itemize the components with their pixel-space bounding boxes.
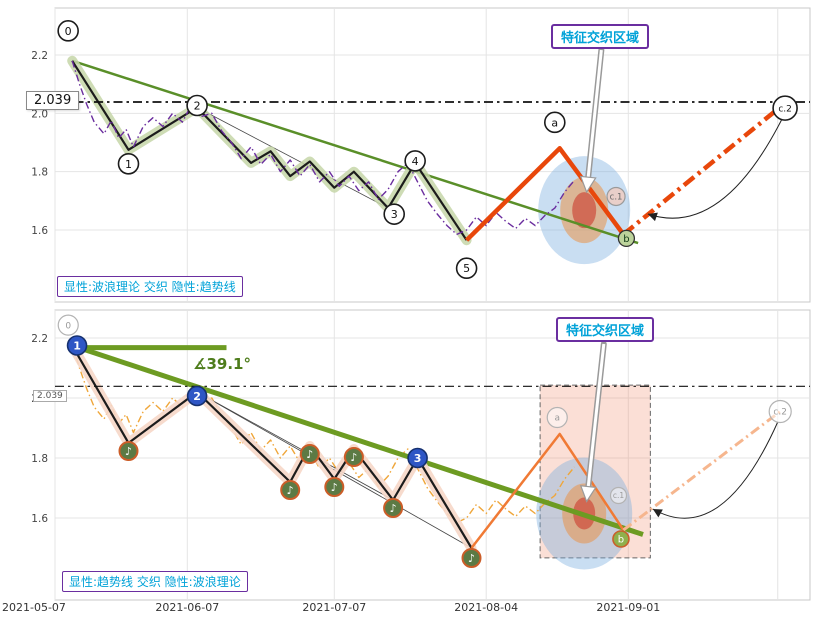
y-tick-label: 2.0 xyxy=(31,108,48,120)
marker-1 xyxy=(117,153,140,175)
marker-3 xyxy=(383,203,406,225)
marker-3 xyxy=(407,447,428,469)
marker-0 xyxy=(57,314,79,336)
marker-0 xyxy=(57,20,79,42)
marker-c.1 xyxy=(606,186,626,207)
marker-c.2 xyxy=(768,399,792,424)
marker-label: a xyxy=(551,116,558,129)
y-tick-label: 1.6 xyxy=(31,513,48,525)
feature-zone-label-top: 特征交织区域 xyxy=(551,24,650,49)
arrowhead xyxy=(647,212,658,222)
marker-label: 4 xyxy=(412,155,419,168)
x-tick-label: 2021-05-07 xyxy=(2,601,66,614)
marker-a xyxy=(546,406,568,429)
marker-c.1 xyxy=(609,486,628,505)
marker-♪ xyxy=(461,548,482,568)
marker-label: ♪ xyxy=(331,481,338,494)
sub-wave-line-1 xyxy=(196,391,394,501)
trendline-main xyxy=(71,343,644,537)
x-tick-label: 2021-09-01 xyxy=(596,601,660,614)
panel-legend-top: 显性:波浪理论 交织 隐性:趋势线 xyxy=(57,276,243,297)
pointer-curve xyxy=(647,117,784,219)
marker-label: a xyxy=(554,414,560,424)
marker-2 xyxy=(186,385,208,407)
arrowhead xyxy=(579,175,597,194)
marker-♪ xyxy=(383,498,404,518)
y-tick-label: 1.6 xyxy=(31,225,48,237)
marker-4 xyxy=(404,150,426,172)
zone-arrow xyxy=(586,343,606,489)
x-tick-label: 2021-07-07 xyxy=(302,601,366,614)
y-tick-label: 1.8 xyxy=(31,167,48,179)
y-tick-label: 1.8 xyxy=(31,453,48,465)
marker-label: ♪ xyxy=(468,552,475,565)
marker-label: c.1 xyxy=(610,193,623,203)
price-level-label-bottom: 2.039 xyxy=(33,390,67,402)
marker-label: ♪ xyxy=(390,502,397,515)
zone-arrow xyxy=(586,49,603,180)
c-projection xyxy=(622,410,782,532)
marker-label: 1 xyxy=(125,158,132,171)
abc-impulse xyxy=(465,146,626,242)
marker-label: 0 xyxy=(65,321,71,331)
abc-impulse xyxy=(470,432,625,549)
price-level-label-top: 2.039 xyxy=(26,91,80,110)
marker-label: ♪ xyxy=(350,451,357,464)
marker-c.2 xyxy=(772,95,798,121)
wave-path xyxy=(71,60,468,241)
pointer-curve xyxy=(652,421,779,519)
marker-label: ♪ xyxy=(306,448,313,461)
panel-legend-bottom: 显性:趋势线 交织 隐性:波浪理论 xyxy=(62,571,248,592)
marker-label: 2 xyxy=(193,390,201,403)
marker-♪ xyxy=(324,477,345,497)
price-dashdot xyxy=(71,60,575,236)
arrowhead xyxy=(652,509,663,518)
marker-label: ♪ xyxy=(287,484,294,497)
marker-label: 5 xyxy=(463,262,470,275)
marker-label: 1 xyxy=(73,339,81,352)
marker-5 xyxy=(455,257,478,280)
trendline-angle-label: ∡39.1° xyxy=(193,355,251,373)
sub-wave-line xyxy=(196,107,389,209)
y-tick-label: 2.2 xyxy=(31,50,48,62)
y-tick-label: 2.2 xyxy=(31,333,48,345)
marker-label: b xyxy=(618,535,624,546)
marker-label: 2 xyxy=(194,99,201,112)
marker-label: 3 xyxy=(414,452,422,465)
marker-♪ xyxy=(343,447,364,467)
c-projection xyxy=(621,101,787,237)
marker-2 xyxy=(186,94,208,117)
x-tick-label: 2021-06-07 xyxy=(155,601,219,614)
marker-♪ xyxy=(280,480,301,500)
panel-border xyxy=(54,309,811,601)
arrowhead xyxy=(579,485,597,503)
marker-♪ xyxy=(118,441,139,461)
x-tick-label: 2021-08-04 xyxy=(454,601,518,614)
feature-zone-label-bottom: 特征交织区域 xyxy=(556,317,655,342)
marker-label: c.2 xyxy=(778,104,792,114)
marker-label: ♪ xyxy=(125,445,132,458)
marker-label: c.1 xyxy=(613,491,625,500)
marker-label: b xyxy=(623,234,629,245)
marker-b xyxy=(612,530,630,548)
marker-b xyxy=(617,229,636,248)
marker-♪ xyxy=(299,444,320,464)
marker-label: c.2 xyxy=(773,408,787,418)
feature-zone-ellipse xyxy=(572,192,597,229)
trendline-hidden xyxy=(71,59,639,245)
marker-label: 3 xyxy=(391,208,398,221)
marker-a xyxy=(543,111,566,134)
marker-label: 0 xyxy=(65,25,72,38)
marker-1 xyxy=(66,335,88,356)
panel-border xyxy=(54,7,811,303)
wave-path xyxy=(71,344,473,549)
